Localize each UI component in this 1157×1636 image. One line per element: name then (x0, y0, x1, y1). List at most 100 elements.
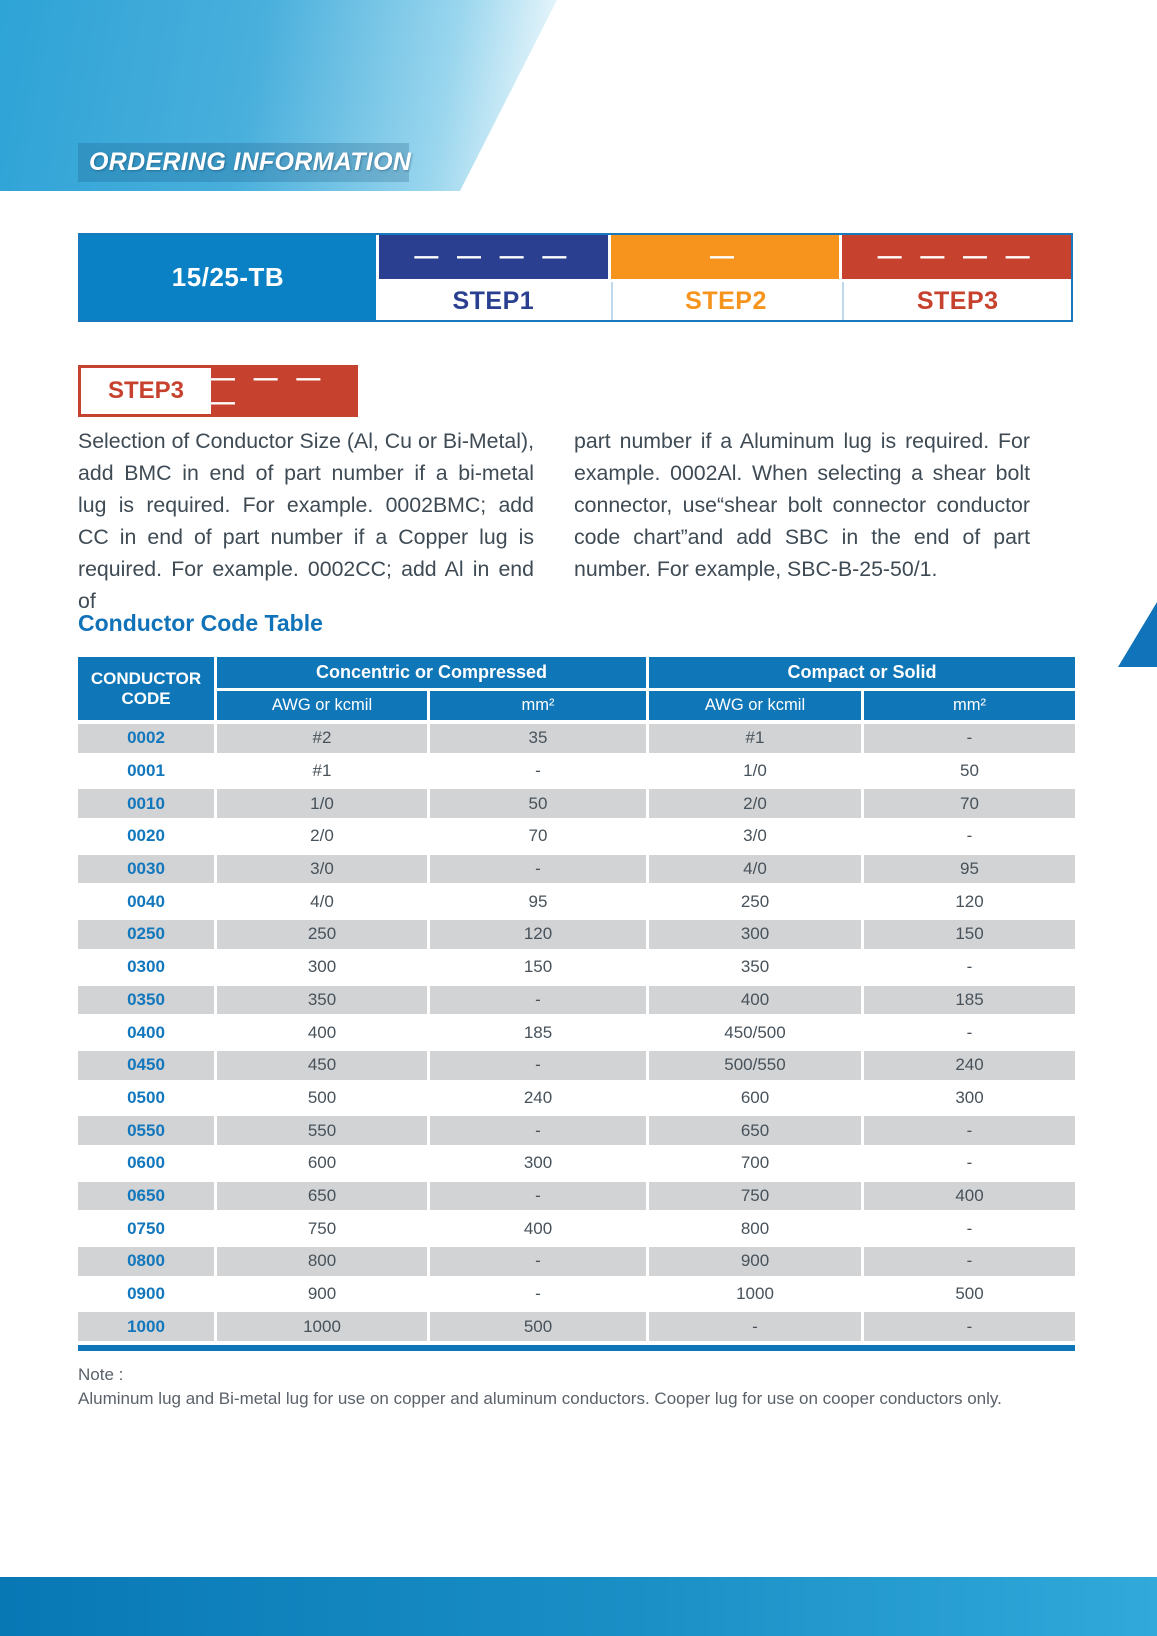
value-cell: - (430, 985, 646, 1015)
step3-column: — — — — STEP3 (839, 235, 1072, 320)
value-cell: 240 (430, 1083, 646, 1113)
value-cell: 500 (217, 1083, 427, 1113)
value-cell: - (864, 952, 1075, 982)
value-cell: 185 (430, 1018, 646, 1047)
value-cell: 150 (430, 952, 646, 982)
table-row: 0800 800-900- (78, 1247, 1075, 1276)
conductor-code-cell: 0020 (78, 822, 214, 851)
value-cell: - (864, 1018, 1075, 1047)
value-cell: #1 (217, 756, 427, 786)
conductor-code-cell: 0400 (78, 1018, 214, 1047)
intro-line: Selection of Conductor Size (Al, Cu or B… (78, 429, 534, 453)
intro-line: number. For example, SBC-B-25-50/1. (574, 557, 938, 581)
table-row: 0650 650-750 400 (78, 1181, 1075, 1211)
value-cell: 1000 (649, 1279, 861, 1309)
value-cell: 400 (649, 985, 861, 1015)
table-row: 0020 2/0 70 3/0- (78, 822, 1075, 851)
value-cell: 500/550 (649, 1050, 861, 1080)
table-bottom-border (78, 1345, 1075, 1352)
conductor-code-table: CONDUCTOR CODE Concentric or Compressed … (78, 657, 1075, 1352)
table-row: 0030 3/0-4/0 95 (78, 854, 1075, 884)
step2-band: — (610, 235, 840, 282)
table-row: 0600 600 300 700- (78, 1148, 1075, 1178)
table-title: Conductor Code Table (78, 610, 323, 636)
value-cell: - (864, 1116, 1075, 1145)
table-row: 0500 500 240 600 300 (78, 1083, 1075, 1113)
value-cell: - (864, 1214, 1075, 1243)
value-cell: 185 (864, 985, 1075, 1015)
value-cell: 240 (864, 1050, 1075, 1080)
value-cell: - (430, 1247, 646, 1276)
value-cell: 400 (430, 1214, 646, 1243)
value-cell: 300 (649, 920, 861, 949)
product-model-cell: 15/25-TB (80, 235, 376, 320)
section-title-band: ORDERING INFORMATION (78, 143, 412, 182)
value-cell: - (864, 822, 1075, 851)
value-cell: #2 (217, 724, 427, 753)
step1-band: — — — — (379, 235, 608, 282)
value-cell: 300 (430, 1148, 646, 1178)
intro-paragraph-left: Selection of Conductor Size (Al, Cu or B… (78, 425, 534, 617)
value-cell: 300 (864, 1083, 1075, 1113)
table-header: CONDUCTOR CODE Concentric or Compressed … (78, 657, 1075, 720)
table-row: 0010 1/0 50 2/0 70 (78, 789, 1075, 819)
value-cell: 400 (217, 1018, 427, 1047)
header-conductor-code-line1: CONDUCTOR (90, 668, 202, 688)
value-cell: 600 (217, 1148, 427, 1178)
page-title: ORDERING INFORMATION (89, 148, 412, 176)
intro-line: lug is required. For example. 0002BMC; a… (78, 493, 534, 517)
header-group-concentric: Concentric or Compressed (217, 657, 646, 688)
conductor-code-cell: 0600 (78, 1148, 214, 1178)
footer-band (0, 1577, 1157, 1636)
step3-label: STEP3 (842, 282, 1072, 320)
value-cell: 1/0 (217, 789, 427, 819)
value-cell: 350 (649, 952, 861, 982)
step2-label: STEP2 (610, 282, 840, 320)
top-banner-shape (0, 0, 557, 191)
value-cell: 800 (649, 1214, 861, 1243)
conductor-code-cell: 0010 (78, 789, 214, 819)
table-row: 1000 1000 500- - (78, 1312, 1075, 1342)
conductor-code-cell: 0450 (78, 1050, 214, 1080)
table-body: 0002 #2 35 #1-0001 #1-1/0 50 0010 1/0 50 2/0 70 002… (78, 724, 1075, 1342)
table-row: 0001 #1-1/0 50 (78, 756, 1075, 786)
value-cell: - (430, 1279, 646, 1309)
value-cell: 250 (649, 887, 861, 917)
subheader-mm2-1: mm² (430, 691, 646, 720)
value-cell: 750 (649, 1181, 861, 1211)
conductor-code-cell: 0030 (78, 854, 214, 884)
table-row: 0250 250 120 300 150 (78, 920, 1075, 949)
intro-line: code chart”and add SBC in the end of par… (574, 525, 1030, 549)
value-cell: 500 (430, 1312, 646, 1342)
conductor-code-cell: 0001 (78, 756, 214, 786)
value-cell: 550 (217, 1116, 427, 1145)
note-label: Note : (78, 1365, 124, 1384)
value-cell: 95 (430, 887, 646, 917)
value-cell: 50 (430, 789, 646, 819)
value-cell: - (430, 756, 646, 786)
conductor-code-cell: 0002 (78, 724, 214, 753)
value-cell: 70 (864, 789, 1075, 819)
step3-callout-band: — — — — (211, 365, 355, 416)
value-cell: 150 (864, 920, 1075, 949)
value-cell: 650 (217, 1181, 427, 1211)
value-cell: 95 (864, 854, 1075, 884)
value-cell: 4/0 (217, 887, 427, 917)
table-row: 0900 900-1000 500 (78, 1279, 1075, 1309)
conductor-code-cell: 1000 (78, 1312, 214, 1342)
conductor-code-cell: 0650 (78, 1181, 214, 1211)
note-block: Note : Aluminum lug and Bi-metal lug for… (78, 1363, 1068, 1411)
value-cell: - (430, 1181, 646, 1211)
value-cell: 900 (217, 1279, 427, 1309)
step3-callout-dashes: — — — — (211, 365, 327, 416)
steps-container: — — — — STEP1 — STEP2 — — — — STEP3 (376, 235, 1072, 320)
value-cell: 2/0 (649, 789, 861, 819)
conductor-code-cell: 0500 (78, 1083, 214, 1113)
table-row: 0350 350-400 185 (78, 985, 1075, 1015)
value-cell: 3/0 (649, 822, 861, 851)
conductor-code-cell: 0750 (78, 1214, 214, 1243)
value-cell: - (430, 1116, 646, 1145)
intro-line: required. For example. 0002CC; add Al in… (78, 557, 534, 613)
step1-column: — — — — STEP1 (376, 235, 608, 320)
header-group-compact: Compact or Solid (649, 657, 1075, 688)
